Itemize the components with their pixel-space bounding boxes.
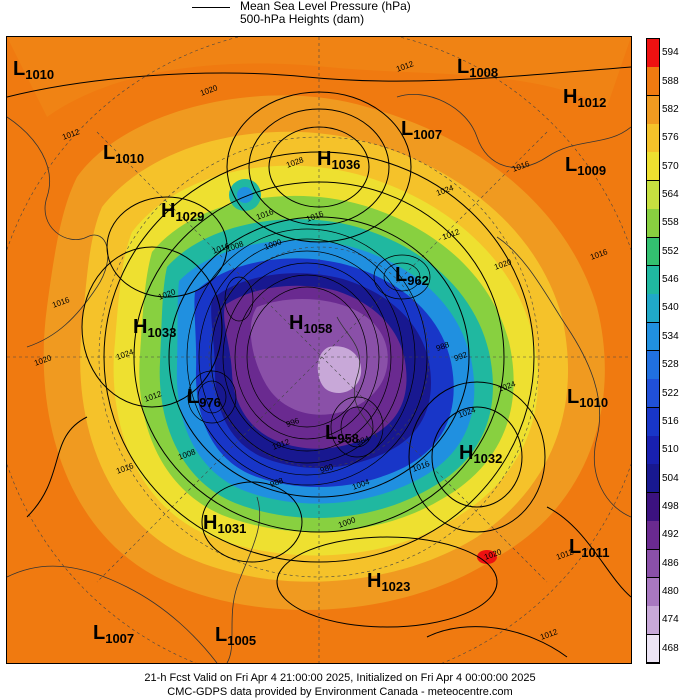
low-center: L1010 [567,386,609,410]
colorbar-cell [647,39,659,68]
colorbar-tick-label: 576 [662,132,679,144]
colorbar-tick-label: 480 [662,586,679,598]
colorbar-cell [647,294,659,324]
colorbar-tick-label: 468 [662,642,679,654]
colorbar-tick-label: 582 [662,103,679,115]
colorbar-tick-label: 564 [662,189,679,200]
colorbar-cell [647,322,659,352]
colorbar-tick-label: 558 [662,217,679,229]
high-center: H1012 [563,86,607,110]
low-center: L1011 [569,536,610,560]
colorbar-tick-label: 552 [662,245,679,257]
isobars [7,66,631,658]
height-594-spot [477,550,497,564]
colorbar-cell [647,351,659,380]
low-center: L1009 [565,154,607,178]
colorbar-cell [647,180,659,210]
colorbar-tick-label: 504 [662,472,679,484]
isobars-inner [186,228,431,486]
colorbar-tick-label: 510 [662,444,679,456]
colorbar-cell [647,492,659,522]
colorbar-tick-label: 474 [662,614,679,626]
low-center: L962 [395,264,429,288]
low-center: L976 [187,386,221,410]
colorbar-cell [647,237,659,267]
colorbar-tick-label: 486 [662,557,679,569]
colorbar-cell [647,436,659,465]
low-center: L1008 [457,56,499,80]
high-center: H1023 [367,570,411,594]
colorbar-tick-label: 546 [662,274,679,286]
colorbar-cell [647,95,659,125]
low-center: L1007 [93,622,135,646]
colorbar-tick-label: 540 [662,302,679,314]
high-center: H1058 [289,312,333,336]
low-center: L1005 [215,624,257,648]
colorbar-cell [647,209,659,239]
data-credit-text: CMC-GDPS data provided by Environment Ca… [167,686,513,698]
colorbar-cell [647,152,659,182]
coastlines [7,94,631,663]
colorbar-tick-label: 516 [662,415,679,427]
map-legend: Mean Sea Level Pressure (hPa) 500-hPa He… [192,0,492,30]
legend-mslp-label: Mean Sea Level Pressure (hPa) [240,0,411,13]
colorbar-tick-label: 492 [662,529,679,541]
colorbar-cell [647,407,659,437]
low-center: L1010 [103,142,145,166]
colorbar-tick-label: 588 [662,75,679,87]
colorbar-cell [647,549,659,579]
colorbar-cell [647,265,659,295]
weather-map: L1010 L1008 H1012 L1007 L1010 H1036 L100… [6,36,632,664]
colorbar-cell [647,606,659,636]
colorbar-cell [647,464,659,494]
high-center: H1029 [161,200,205,224]
high-center: H1036 [317,148,361,172]
colorbar-cell [647,521,659,551]
forecast-valid-text: 21-h Fcst Valid on Fri Apr 4 21:00:00 20… [144,672,536,684]
colorbar-cell [647,124,659,153]
colorbar-cell [647,67,659,97]
low-center: L1010 [13,58,55,82]
field-patch [7,37,631,117]
high-center: H1033 [133,316,177,340]
colorbar-tick-label: 498 [662,501,679,512]
height-474 [317,346,362,393]
high-center: H1031 [203,512,247,536]
colorbar [646,38,660,664]
isobar-line-sample [192,7,230,8]
low-center: L958 [325,422,359,446]
colorbar-tick-label: 570 [662,160,679,172]
colorbar-cell [647,634,659,664]
colorbar-tick-label: 534 [662,330,679,342]
colorbar-cell [647,379,659,409]
high-center: H1032 [459,442,503,466]
colorbar-tick-label: 528 [662,359,679,371]
legend-heights-label: 500-hPa Heights (dam) [240,12,365,26]
map-graphic [7,37,631,663]
colorbar-tick-label: 594 [662,47,679,59]
colorbar-cell [647,577,659,607]
low-center: L1007 [401,118,443,142]
colorbar-tick-label: 522 [662,387,679,399]
